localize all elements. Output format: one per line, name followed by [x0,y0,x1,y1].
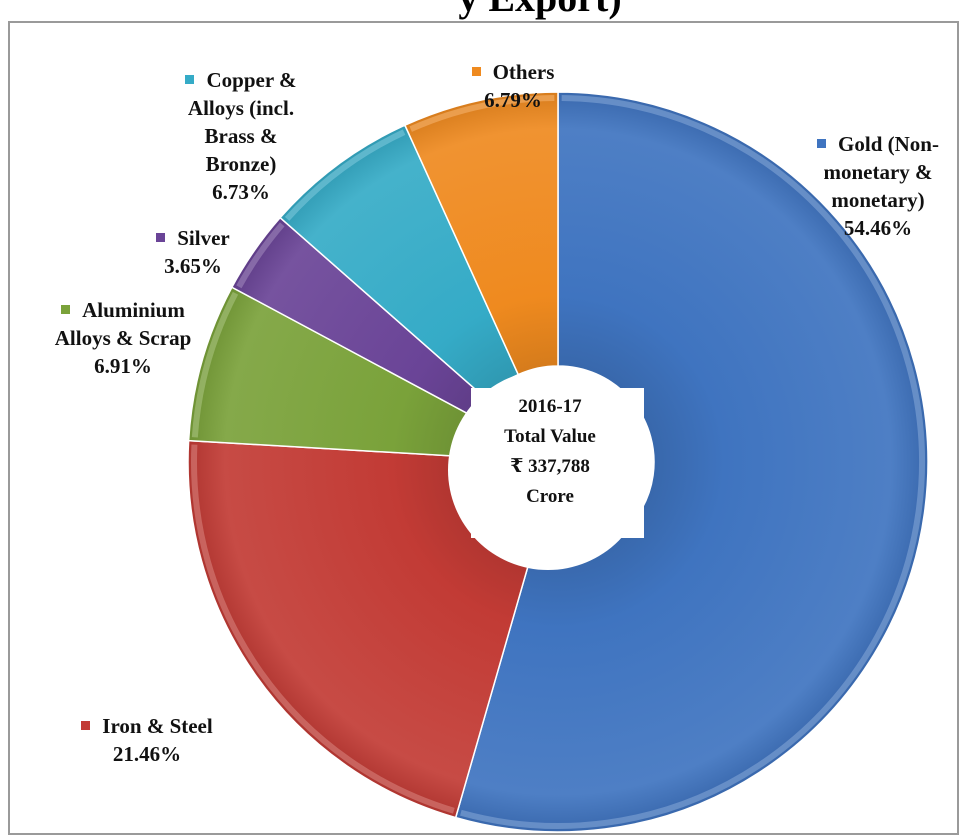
slice-label-gold: Gold (Non- monetary & monetary) 54.46% [792,102,964,270]
slice-rim-gold [460,95,925,829]
center-line-3: ₹ 337,788 [510,456,590,477]
legend-swatch-copper [185,75,195,84]
slice-pct-copper: 6.73% [212,180,270,204]
legend-swatch-iron-steel [81,721,91,730]
chart-title: y Export) [410,0,670,21]
slice-rim-copper [284,129,406,221]
donut-hole [448,370,648,570]
slice-rim-others [409,95,555,132]
slice-pct-gold: 54.46% [843,216,913,240]
slice-name-others: Others [492,60,555,84]
slices [187,91,929,833]
slice-pct-silver: 3.65% [164,254,222,278]
legend-swatch-aluminium [61,305,71,314]
center-line-1: 2016-17 [518,396,582,417]
slice-name-silver: Silver [177,226,230,250]
slice-name-aluminium: Aluminium Alloys & Scrap [54,298,192,350]
slice-name-iron-steel: Iron & Steel [102,714,213,738]
slice-name-gold: Gold (Non- monetary & monetary) [823,132,939,212]
slice-gold [454,91,929,833]
slice-pct-iron-steel: 21.46% [112,742,182,766]
center-line-4: Crore [526,486,574,507]
center-label: 2016-17 Total Value ₹ 337,788 Crore [470,392,630,512]
slice-pct-aluminium: 6.91% [94,354,152,378]
slice-name-copper: Copper & Alloys (incl. Brass & Bronze) [187,68,297,176]
slice-label-copper: Copper & Alloys (incl. Brass & Bronze) 6… [146,38,336,234]
slice-label-iron-steel: Iron & Steel 21.46% [52,684,242,796]
slice-label-others: Others 6.79% [438,30,588,142]
legend-swatch-gold [817,139,827,148]
slice-label-aluminium: Aluminium Alloys & Scrap 6.91% [16,268,230,408]
slice-label-silver: Silver 3.65% [128,196,258,308]
center-line-2: Total Value [504,426,596,447]
slice-pct-others: 6.79% [484,88,542,112]
legend-swatch-silver [156,233,166,242]
legend-swatch-others [471,67,481,76]
chart-border [8,21,959,835]
slice-rim-aluminium [191,291,239,438]
slice-rim-silver [236,222,285,289]
slice-others [403,91,559,376]
slice-rim-iron-steel [191,444,455,814]
